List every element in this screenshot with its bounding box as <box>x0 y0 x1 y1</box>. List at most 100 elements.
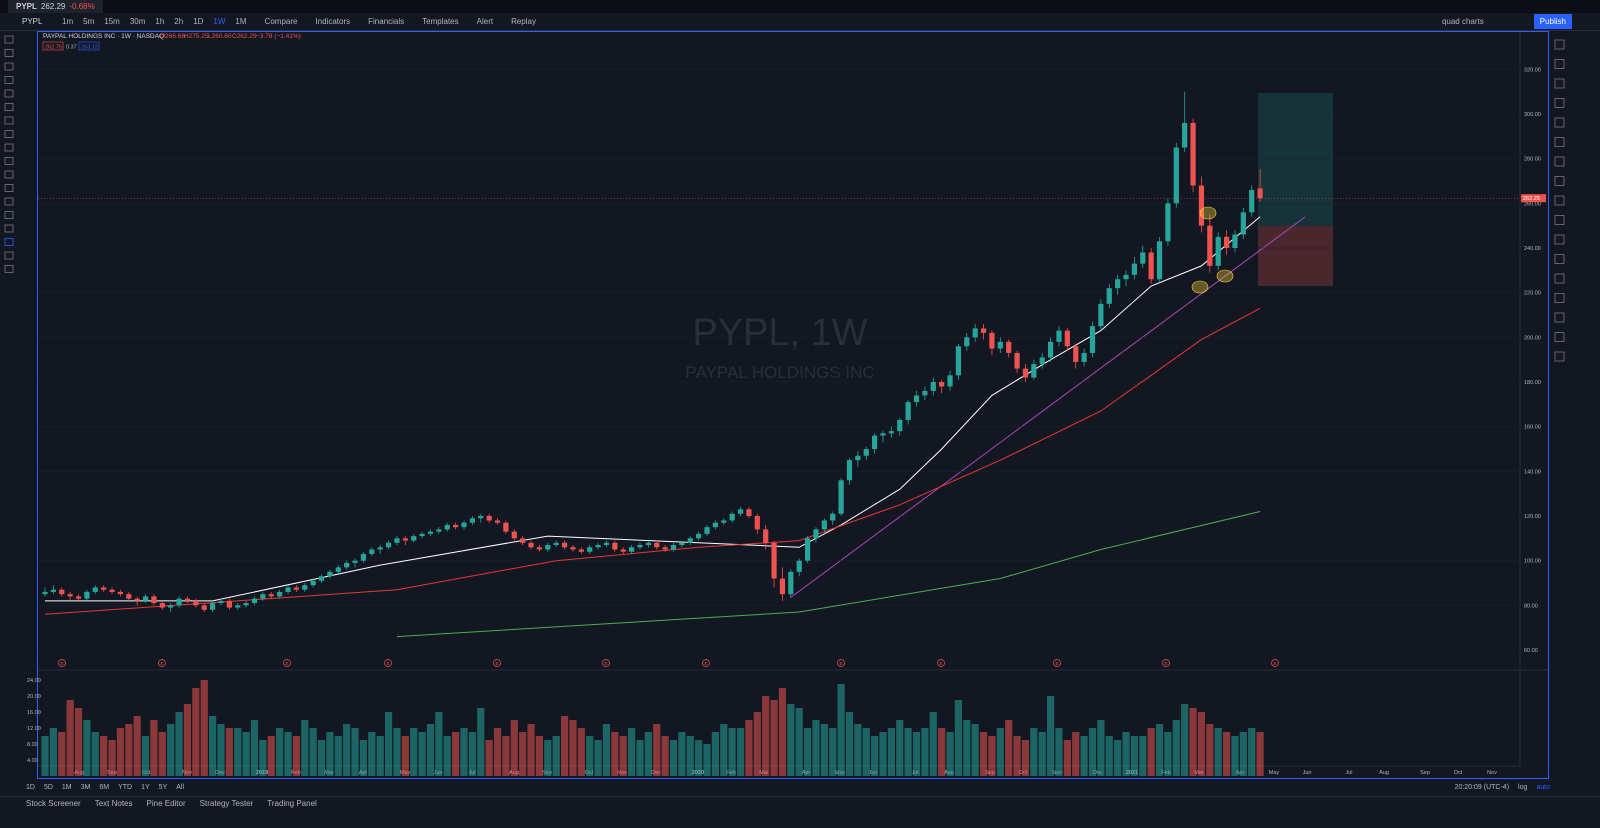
interval-button[interactable]: 1M <box>235 17 247 26</box>
earnings-icon[interactable] <box>602 659 610 667</box>
range-button[interactable]: 6M <box>99 783 110 791</box>
range-button[interactable]: 1M <box>61 783 72 791</box>
toolbar-button[interactable]: Compare <box>264 17 298 26</box>
range-button[interactable]: All <box>176 783 185 791</box>
tool-icon[interactable] <box>4 76 14 84</box>
ask-box[interactable] <box>78 41 100 51</box>
tool-icon[interactable] <box>4 103 14 111</box>
sidebar-icon[interactable] <box>1554 117 1565 128</box>
interval-button[interactable]: 1D <box>193 17 204 26</box>
toolbar-button[interactable]: Replay <box>511 17 536 26</box>
tool-icon[interactable] <box>4 197 14 206</box>
sidebar-icon[interactable] <box>1554 273 1565 284</box>
sidebar-icon[interactable] <box>1554 59 1565 69</box>
interval-button[interactable]: 2h <box>174 17 184 26</box>
bottom-tab[interactable]: Stock Screener <box>26 799 81 808</box>
sidebar-icon[interactable] <box>1554 98 1565 108</box>
log-toggle[interactable]: log <box>1518 783 1528 791</box>
candle-body <box>536 547 543 550</box>
earnings-icon[interactable] <box>937 659 945 667</box>
publish-button[interactable]: Publish <box>1533 14 1572 29</box>
tool-icon[interactable] <box>4 35 14 44</box>
toolbar-button[interactable]: Alert <box>476 17 494 26</box>
bottom-tab[interactable]: Strategy Tester <box>199 799 254 808</box>
tool-icon[interactable] <box>4 265 14 273</box>
candle-body <box>1031 364 1037 378</box>
tool-icon[interactable] <box>4 184 14 192</box>
range-button[interactable]: 5Y <box>158 783 168 791</box>
candle-body <box>293 587 299 590</box>
y-tick-label: 280.00 <box>1524 157 1541 163</box>
sidebar-icon[interactable] <box>1554 312 1565 323</box>
tool-icon[interactable] <box>4 170 14 179</box>
sidebar-icon[interactable] <box>1554 332 1565 342</box>
interval-button[interactable]: 5m <box>83 17 95 26</box>
candle-body <box>1148 252 1154 280</box>
earnings-icon[interactable] <box>1053 659 1061 667</box>
earnings-icon[interactable] <box>1271 659 1279 667</box>
toolbar-button[interactable]: Indicators <box>315 17 351 26</box>
tool-icon[interactable] <box>4 143 14 152</box>
earnings-icon[interactable] <box>58 659 66 667</box>
earnings-icon[interactable] <box>837 659 845 667</box>
earnings-icon[interactable] <box>384 659 392 667</box>
earnings-icon[interactable] <box>1162 659 1170 667</box>
browser-tab[interactable]: PYPL 262.29 -0.68% <box>8 0 103 13</box>
earnings-icon[interactable] <box>493 659 501 667</box>
sidebar-icon[interactable] <box>1554 195 1565 206</box>
interval-button[interactable]: 1m <box>62 17 74 26</box>
volume-bar <box>736 728 745 776</box>
symbol-search[interactable]: PYPL <box>22 17 43 26</box>
tool-icon[interactable] <box>4 157 14 165</box>
volume-bar <box>963 720 971 776</box>
tool-icon[interactable] <box>4 49 14 57</box>
auto-toggle[interactable]: auto <box>1536 783 1550 791</box>
toolbar-button[interactable]: Financials <box>368 17 405 26</box>
sidebar-icon[interactable] <box>1554 351 1565 362</box>
sidebar-icon[interactable] <box>1554 137 1565 147</box>
range-button[interactable]: 1D <box>26 783 35 791</box>
interval-button[interactable]: 15m <box>104 17 120 26</box>
tool-icon[interactable] <box>4 89 14 98</box>
sidebar-icon[interactable] <box>1554 293 1565 303</box>
volume-bar <box>125 724 133 776</box>
sidebar-icon[interactable] <box>1554 156 1565 167</box>
interval-button[interactable]: 30m <box>129 17 146 26</box>
candle-body <box>922 390 928 396</box>
interval-button[interactable]: 1W <box>213 17 226 26</box>
tool-icon[interactable] <box>4 116 14 125</box>
tab-symbol: PYPL <box>16 2 37 11</box>
bottom-tab[interactable]: Trading Panel <box>267 799 317 808</box>
earnings-icon[interactable] <box>702 659 710 667</box>
earnings-label: E <box>386 661 389 666</box>
volume-bar <box>209 716 217 776</box>
volume-bar <box>493 728 502 776</box>
bid-box[interactable] <box>42 41 64 51</box>
tool-icon[interactable] <box>4 251 14 260</box>
toolbar-button[interactable]: Templates <box>422 17 459 26</box>
range-button[interactable]: 1Y <box>141 783 150 791</box>
bottom-tab[interactable]: Pine Editor <box>146 799 186 808</box>
bottom-tab[interactable]: Text Notes <box>94 799 133 808</box>
sidebar-icon[interactable] <box>1554 39 1565 50</box>
candle-body <box>168 605 174 608</box>
earnings-icon[interactable] <box>283 659 291 667</box>
range-button[interactable]: YTD <box>118 783 133 791</box>
sidebar-icon[interactable] <box>1554 176 1565 186</box>
tool-icon[interactable] <box>4 211 14 219</box>
tool-icon[interactable] <box>4 62 14 71</box>
tool-icon[interactable] <box>4 224 14 233</box>
interval-button[interactable]: 1h <box>155 17 165 26</box>
range-button[interactable]: 5D <box>43 783 53 791</box>
sidebar-icon[interactable] <box>1554 254 1565 264</box>
tool-icon[interactable] <box>4 238 14 246</box>
range-button[interactable]: 3M <box>80 783 91 791</box>
tool-icon[interactable] <box>4 130 14 138</box>
earnings-icon[interactable] <box>158 659 166 667</box>
candle-body <box>872 435 878 449</box>
sidebar-icon[interactable] <box>1554 234 1565 245</box>
layout-name[interactable]: quad charts <box>1441 17 1484 26</box>
sidebar-icon[interactable] <box>1554 78 1565 89</box>
volume-bar <box>1231 736 1239 776</box>
sidebar-icon[interactable] <box>1554 215 1565 225</box>
